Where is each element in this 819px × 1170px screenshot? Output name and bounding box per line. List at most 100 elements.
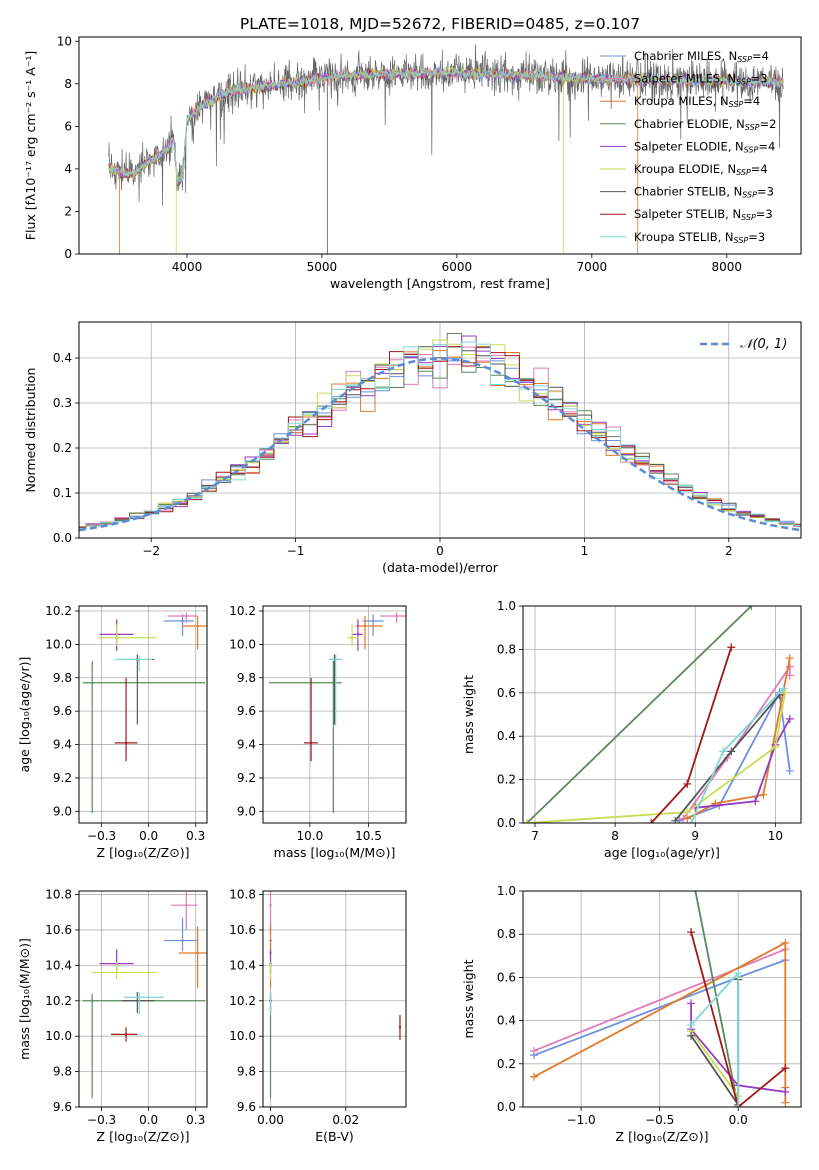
y-tick-label: 0.3 <box>53 396 72 410</box>
x-axis-label: age [log₁₀(age/yr)] <box>604 845 720 860</box>
y-tick-label: 9.8 <box>237 671 256 685</box>
plot-area <box>82 891 207 1099</box>
y-tick-label: 8 <box>64 77 72 91</box>
axes-frame <box>78 890 208 1108</box>
plot-area <box>268 612 406 813</box>
y-tick-label: 9.6 <box>53 1100 72 1114</box>
x-tick-label: −1 <box>287 544 305 558</box>
series-line-chabrier-elodie <box>694 891 740 1107</box>
data-point-kroupa-stelib <box>334 658 337 661</box>
data-point-kroupa-elodie <box>115 636 118 639</box>
y-tick-label: 10.0 <box>229 1029 256 1043</box>
data-point-chabrier-miles <box>371 619 375 623</box>
mass-weight-vs-metallicity-panel: −1.0 −0.5 0.0 0.0 0.2 0.4 0.6 0.8 1.0 Z [log₁₀(Z/… <box>461 884 802 1144</box>
x-tick-label: 0.3 <box>186 829 205 843</box>
data-point-kroupa-miles <box>196 951 199 955</box>
legend-label: Chabrier STELIB, NSSP=3 <box>634 185 774 200</box>
series-marker-salpeter-stelib <box>727 643 736 652</box>
series-marker-salpeter-elodie <box>687 999 696 1008</box>
data-point-kroupa-stelib <box>138 996 141 999</box>
x-tick-label: 0 <box>436 544 444 558</box>
data-point-salpeter-elodie <box>356 633 360 636</box>
plot-area <box>523 606 794 823</box>
series-line-kroupa-miles <box>686 657 791 820</box>
age-vs-metallicity-panel: −0.3 0.0 0.3 9.0 9.2 9.4 9.6 9.8 10.0 10.2 Z [log₁… <box>17 604 208 860</box>
series-marker-chabrier-miles <box>785 766 794 775</box>
x-axis-label: Z [log₁₀(Z/Z⊙)] <box>616 1129 709 1144</box>
data-point-kroupa-miles <box>196 624 199 628</box>
spectrum-series-chabrier-stelib <box>108 44 784 206</box>
y-tick-label: 10.0 <box>229 637 256 651</box>
data-point-salpeter-miles <box>395 614 398 618</box>
mass-vs-ebv-panel: 0.00 0.02 9.6 9.8 10.0 10.2 10.4 10.6 10.8 E(B-V) <box>229 888 407 1144</box>
y-tick-label: 1.0 <box>497 599 516 613</box>
y-tick-label: 10 <box>57 34 72 48</box>
data-point-salpeter-stelib <box>398 1026 402 1029</box>
axes-frame <box>78 36 802 255</box>
mass-vs-metallicity-panel: −0.3 0.0 0.3 9.6 9.8 10.0 10.2 10.4 10.6 10.8 Z [l… <box>17 888 208 1144</box>
x-tick-label: 10 <box>768 829 783 843</box>
series-marker-kroupa-stelib <box>779 684 788 693</box>
y-tick-label: 0.0 <box>497 1100 516 1114</box>
y-tick-label: 9.6 <box>237 704 256 718</box>
plot-area <box>79 333 801 532</box>
plot-area <box>529 891 790 1107</box>
residuals-panel: −2 −1 0 1 2 0.0 0.1 0.2 0.3 0.4 (data-model)/error… <box>23 321 802 575</box>
plot-area <box>269 891 402 1099</box>
y-tick-label: 9.2 <box>237 771 256 785</box>
x-tick-label: 2 <box>725 544 733 558</box>
axes-frame <box>522 890 802 1108</box>
x-tick-label: −0.3 <box>87 829 116 843</box>
legend-label: Kroupa MILES, NSSP=4 <box>634 94 760 109</box>
axes-frame <box>522 605 802 824</box>
x-tick-label: −1.0 <box>567 1113 596 1127</box>
x-tick-label: 8 <box>611 829 619 843</box>
data-point-kroupa-elodie <box>350 636 354 639</box>
series-line-kroupa-elodie <box>526 692 786 823</box>
x-tick-label: −0.3 <box>87 1113 116 1127</box>
series-line-salpeter-miles <box>682 663 791 820</box>
data-point-chabrier-elodie <box>90 999 94 1002</box>
series-marker-salpeter-elodie <box>781 1087 790 1096</box>
series-marker-kroupa-miles <box>781 1098 790 1107</box>
x-tick-label: 10.0 <box>297 829 324 843</box>
y-tick-label: 6 <box>64 119 72 133</box>
y-tick-label: 10.2 <box>45 994 72 1008</box>
series-marker-kroupa-stelib <box>687 819 696 823</box>
x-tick-label: 4000 <box>172 260 203 274</box>
series-marker-salpeter-miles <box>529 1046 538 1055</box>
data-point-kroupa-elodie <box>269 971 272 974</box>
y-tick-label: 0.6 <box>497 686 516 700</box>
y-tick-label: 0.0 <box>497 816 516 830</box>
y-tick-label: 0.2 <box>53 441 72 455</box>
y-tick-label: 0.6 <box>497 970 516 984</box>
series-marker-chabrier-stelib <box>727 747 736 756</box>
y-axis-label: age [log₁₀(age/yr)] <box>17 657 32 773</box>
series-marker-kroupa-elodie <box>780 688 789 697</box>
x-tick-label: 5000 <box>307 260 338 274</box>
series-marker-salpeter-elodie <box>751 797 760 806</box>
spectrum-panel: 4000 5000 6000 7000 8000 0 2 4 6 8 10 wavelength [A… <box>23 34 802 291</box>
data-point-salpeter-miles <box>185 903 188 907</box>
x-tick-label: −0.5 <box>645 1113 674 1127</box>
y-tick-label: 0.4 <box>53 351 72 365</box>
x-tick-label: 7 <box>531 829 539 843</box>
series-marker-chabrier-stelib <box>671 816 680 823</box>
x-axis-label: mass [log₁₀(M/M⊙)] <box>274 845 396 860</box>
histogram-kroupa-stelib <box>79 341 801 529</box>
plot-area <box>108 44 784 254</box>
series-marker-salpeter-miles <box>785 662 794 671</box>
series-marker-kroupa-elodie <box>683 808 692 817</box>
x-tick-label: −2 <box>142 544 160 558</box>
legend-label: Salpeter ELODIE, NSSP=4 <box>634 139 775 154</box>
y-tick-label: 9.6 <box>53 704 72 718</box>
x-axis-label: (data-model)/error <box>382 560 499 575</box>
y-tick-label: 9.8 <box>237 1065 256 1079</box>
y-axis-label: mass weight <box>461 675 476 754</box>
series-line-salpeter-miles <box>533 948 786 1052</box>
y-tick-label: 0.4 <box>497 1014 516 1028</box>
y-tick-label: 10.2 <box>229 994 256 1008</box>
x-tick-label: 10.5 <box>355 829 382 843</box>
x-tick-label: 8000 <box>712 260 743 274</box>
